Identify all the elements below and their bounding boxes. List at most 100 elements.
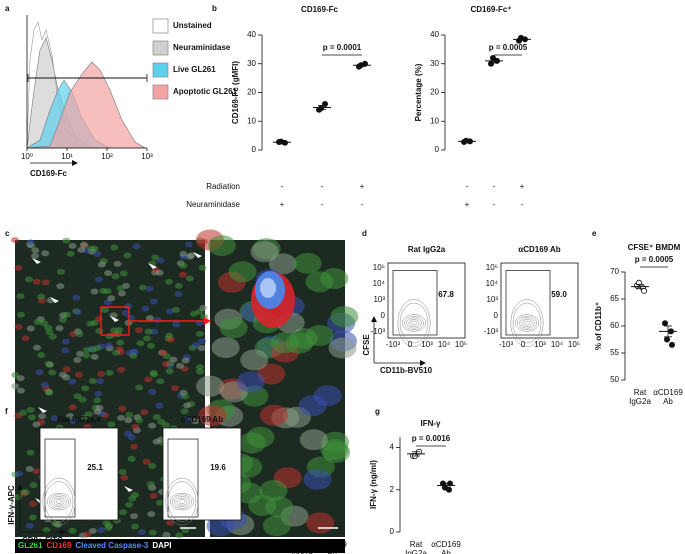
flow-contour [404, 315, 424, 331]
y-axis-label: IFN-γ (ng/ml) [369, 460, 378, 509]
flow-contour [178, 499, 186, 504]
data-point [669, 341, 676, 348]
cell [62, 366, 71, 373]
cell [48, 333, 57, 340]
cell [89, 346, 98, 353]
treatment-sign: - [321, 200, 324, 209]
caption-bar [15, 539, 345, 553]
cell [73, 393, 82, 400]
cell [152, 438, 161, 445]
cell [211, 337, 240, 359]
cell [118, 290, 127, 297]
cell [144, 328, 153, 335]
cell [147, 511, 156, 518]
cell [146, 481, 155, 488]
flow-title: Rat IgG2a [408, 245, 446, 254]
cell [191, 342, 200, 349]
cell [219, 317, 248, 339]
cell [45, 389, 54, 396]
flow-contour [53, 497, 65, 506]
y-tick-label: 10³ [486, 295, 498, 304]
x-tick-label: 10³ [141, 152, 153, 161]
data-point [664, 336, 671, 343]
panel-label: b [212, 4, 217, 13]
cell [250, 241, 279, 263]
p-value: p = 0.0016 [412, 434, 451, 443]
cell [11, 383, 20, 390]
cell [68, 404, 77, 411]
x-tick-label: -10³ [386, 340, 401, 349]
channel-label: Cleaved Caspase-3 [75, 541, 148, 550]
arrowhead-marker [124, 486, 133, 492]
x-axis-label: CD169-Fc [30, 169, 67, 178]
treatment-sign: + [280, 200, 285, 209]
cell [63, 311, 72, 318]
cell [184, 241, 193, 248]
data-point [641, 287, 648, 294]
data-point [317, 105, 324, 112]
cell [189, 310, 198, 317]
y-tick-label: -10³ [484, 327, 499, 336]
legend-label: Apoptotic GL261 [173, 87, 238, 96]
x-tick-label: 10⁵ [455, 340, 467, 349]
cell [88, 377, 97, 384]
cell [97, 370, 106, 377]
cell [93, 250, 102, 257]
x-tick-label: 10⁵ [568, 340, 580, 349]
cell [28, 500, 37, 507]
cell [25, 522, 34, 529]
cell [153, 316, 162, 323]
cell [31, 247, 40, 254]
cell [185, 253, 194, 260]
x-tick-label: 10⁰ [21, 152, 33, 161]
chart-title: IFN-γ [421, 419, 442, 428]
panel-label: g [375, 407, 380, 416]
y-tick-label: 0 [435, 145, 440, 154]
y-tick-label: 10⁴ [486, 279, 499, 288]
cell [183, 416, 192, 423]
cell [171, 306, 180, 313]
gate-value: 19.6 [210, 463, 226, 472]
arrowhead-marker [148, 263, 157, 269]
cell [129, 513, 138, 520]
cell [125, 501, 134, 508]
cell [179, 250, 188, 257]
y-tick-label: 70 [610, 267, 619, 276]
cell [175, 532, 184, 539]
cell [79, 241, 88, 248]
arrowhead-marker [110, 316, 119, 322]
y-tick-label: 0 [252, 145, 257, 154]
data-point [489, 55, 496, 62]
flow-title: αCD169 Ab [181, 415, 224, 424]
x-tick-label: 0 [521, 340, 526, 349]
cell [28, 414, 37, 421]
flow-gate [505, 270, 551, 336]
cell [180, 408, 189, 415]
cell [136, 340, 145, 347]
cell [26, 406, 35, 413]
cell [66, 250, 75, 257]
cell [84, 411, 93, 418]
cell [112, 349, 121, 356]
y-axis-label: Percentage (%) [414, 63, 423, 121]
cell [40, 320, 49, 327]
cell [144, 376, 153, 383]
flow-contour [165, 477, 199, 526]
cell [135, 384, 144, 391]
cell [174, 291, 183, 298]
gate-value: 25.1 [87, 463, 103, 472]
y-tick-label: 2 [390, 485, 395, 494]
cell [137, 529, 146, 536]
y-tick-label: 10⁴ [373, 279, 386, 288]
cell [16, 375, 25, 382]
flow-contour [51, 496, 67, 508]
cell [330, 306, 359, 328]
arrow-head [72, 160, 78, 166]
cell [183, 402, 192, 409]
y-tick-label: 4 [390, 443, 395, 452]
cell [181, 393, 190, 400]
cell [83, 531, 92, 538]
cell [129, 352, 138, 359]
cell [132, 243, 141, 250]
